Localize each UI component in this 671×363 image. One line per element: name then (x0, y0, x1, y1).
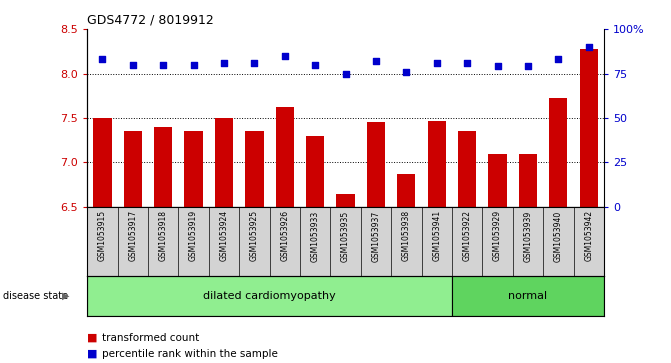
Text: normal: normal (509, 291, 548, 301)
Point (431, 60, 442, 66)
Bar (123, 131, 142, 207)
Bar (427, 121, 446, 207)
Text: ■: ■ (87, 333, 101, 343)
Bar (306, 136, 324, 207)
Bar (336, 193, 355, 207)
Text: GSM1053933: GSM1053933 (311, 210, 319, 262)
Text: GSM1053942: GSM1053942 (584, 210, 593, 261)
Text: transformed count: transformed count (102, 333, 199, 343)
Text: GSM1053937: GSM1053937 (372, 210, 380, 262)
Text: GSM1053929: GSM1053929 (493, 210, 502, 261)
Text: GSM1053938: GSM1053938 (402, 210, 411, 261)
Point (310, 62, 321, 68)
Bar (154, 127, 172, 207)
Point (219, 60, 229, 66)
Point (523, 64, 533, 69)
Text: dilated cardiomyopathy: dilated cardiomyopathy (203, 291, 336, 301)
Text: GSM1053926: GSM1053926 (280, 210, 289, 261)
Bar (246, 131, 264, 207)
Bar (580, 49, 598, 207)
Text: GSM1053939: GSM1053939 (523, 210, 532, 262)
Text: GSM1053919: GSM1053919 (189, 210, 198, 261)
Point (492, 64, 503, 69)
Text: GSM1053922: GSM1053922 (462, 210, 472, 261)
Text: GDS4772 / 8019912: GDS4772 / 8019912 (87, 13, 214, 26)
Text: GSM1053918: GSM1053918 (159, 210, 168, 261)
Bar (215, 118, 233, 207)
Point (401, 69, 412, 75)
Point (370, 58, 381, 64)
Text: GSM1053917: GSM1053917 (128, 210, 138, 261)
Bar (185, 131, 203, 207)
Point (97, 56, 108, 62)
Bar (276, 107, 294, 207)
Bar (488, 154, 507, 207)
Text: GSM1053915: GSM1053915 (98, 210, 107, 261)
Text: GSM1053940: GSM1053940 (554, 210, 563, 262)
Bar (458, 131, 476, 207)
Point (340, 70, 351, 76)
Point (462, 60, 472, 66)
Point (583, 44, 594, 50)
Bar (87, 276, 452, 316)
Point (249, 60, 260, 66)
Bar (452, 276, 604, 316)
Point (158, 62, 168, 68)
Text: GSM1053925: GSM1053925 (250, 210, 259, 261)
Point (189, 62, 199, 68)
Text: GSM1053941: GSM1053941 (432, 210, 442, 261)
Point (553, 56, 564, 62)
Point (127, 62, 138, 68)
Text: GSM1053924: GSM1053924 (219, 210, 229, 261)
Bar (549, 98, 568, 207)
Bar (367, 122, 385, 207)
Text: percentile rank within the sample: percentile rank within the sample (102, 349, 278, 359)
Bar (397, 174, 415, 207)
Text: GSM1053935: GSM1053935 (341, 210, 350, 262)
Point (279, 53, 290, 58)
Bar (93, 118, 111, 207)
Bar (519, 154, 537, 207)
Text: disease state: disease state (3, 291, 68, 301)
Text: ▶: ▶ (62, 291, 70, 301)
Text: ■: ■ (87, 349, 101, 359)
